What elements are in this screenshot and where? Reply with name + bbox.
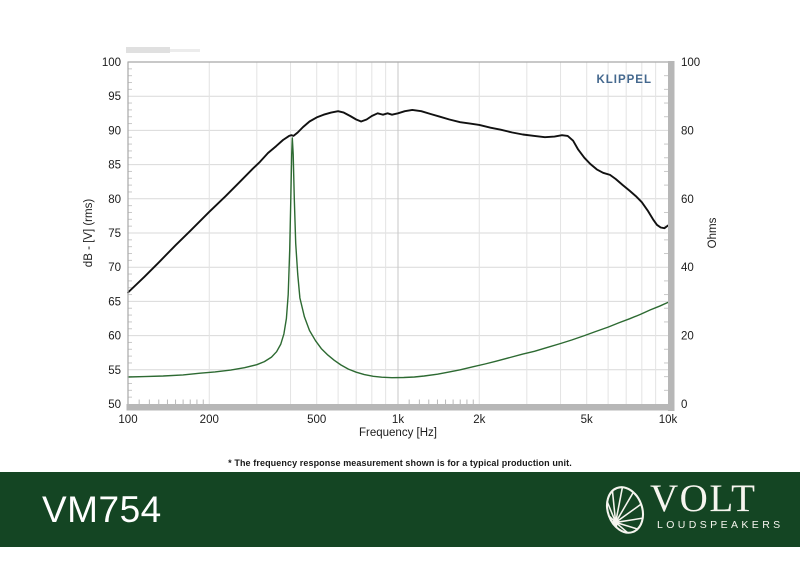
volt-wheel-icon	[605, 486, 645, 534]
legend-artifact	[126, 47, 170, 53]
x-tick-label: 2k	[473, 414, 485, 426]
series-spl-curve	[127, 108, 669, 294]
x-tick-label: 1k	[392, 414, 404, 426]
footer-bar: VM754 VOLT LOUDSPEAK	[0, 472, 800, 547]
footnote-text: * The frequency response measurement sho…	[228, 458, 572, 468]
plot-border-right	[668, 61, 675, 411]
x-tick-label: 500	[307, 414, 326, 426]
y-right-tick-label: 20	[681, 331, 694, 343]
y-left-tick-label: 85	[108, 160, 121, 172]
legend-artifact-tail	[170, 49, 200, 52]
y-right-tick-label: 40	[681, 262, 694, 274]
y-left-tick-label: 65	[108, 296, 121, 308]
y-right-tick-label: 100	[681, 57, 700, 69]
frequency-response-chart: 100 200 500 1k 2k 5k 10k5055606570758085909510…	[83, 47, 719, 439]
y-left-tick-label: 50	[108, 399, 121, 411]
plot-border-bottom	[126, 404, 675, 411]
y-right-tick-label: 0	[681, 399, 687, 411]
y-left-tick-label: 95	[108, 91, 121, 103]
x-tick-label: 5k	[581, 414, 593, 426]
y-left-tick-label: 80	[108, 194, 121, 206]
x-tick-label: 10k	[659, 414, 678, 426]
klippel-watermark: KLIPPEL	[596, 74, 652, 86]
y-left-tick-label: 60	[108, 331, 121, 343]
series-impedance-curve	[127, 137, 669, 379]
x-axis-title: Frequency [Hz]	[359, 427, 437, 439]
y-right-tick-label: 80	[681, 125, 694, 137]
brand-subtitle: LOUDSPEAKERS	[657, 519, 784, 531]
chart-plot-layer: 100 200 500 1k 2k 5k 10k5055606570758085909510…	[102, 57, 700, 426]
y-left-tick-label: 100	[102, 57, 121, 69]
y-left-tick-label: 75	[108, 228, 121, 240]
y-left-axis-title: dB - [V] (rms)	[83, 199, 95, 268]
x-tick-label: 100	[118, 414, 137, 426]
y-left-tick-label: 90	[108, 125, 121, 137]
y-left-tick-label: 70	[108, 262, 121, 274]
model-name: VM754	[42, 488, 162, 530]
y-right-axis-title: Ohms	[707, 217, 719, 248]
x-tick-label: 200	[200, 414, 219, 426]
y-left-tick-label: 55	[108, 365, 121, 377]
brand-name: VOLT	[650, 477, 757, 520]
bottom-white-strip	[0, 547, 800, 565]
y-right-tick-label: 60	[681, 194, 694, 206]
